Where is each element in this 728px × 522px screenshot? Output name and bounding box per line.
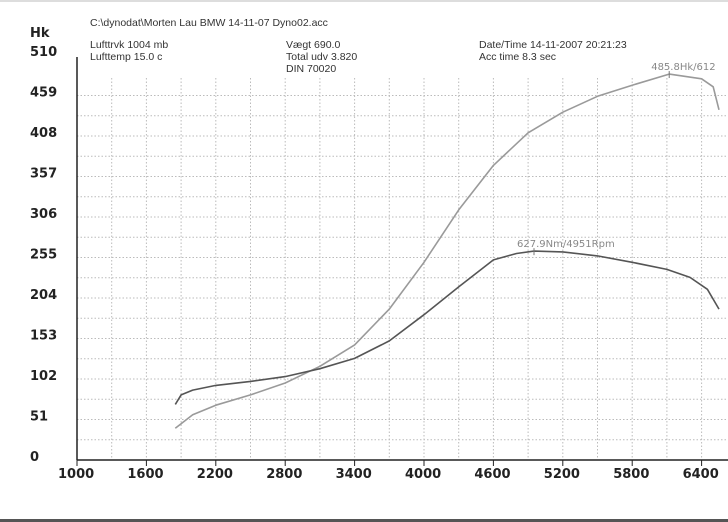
x-tick-label: 5800 xyxy=(613,467,649,482)
power-peak-label: 485.8Hk/612 xyxy=(651,62,715,73)
x-tick-label: 5200 xyxy=(544,467,580,482)
x-tick-label: 3400 xyxy=(336,467,372,482)
y-tick-label: 306 xyxy=(30,207,57,222)
x-tick-label: 4000 xyxy=(405,467,441,482)
x-tick-label: 1000 xyxy=(58,467,94,482)
date-time: Date/Time 14-11-2007 20:21:23 xyxy=(479,39,627,51)
y-tick-label: 255 xyxy=(30,248,57,263)
y-tick-label: 408 xyxy=(30,126,57,141)
x-tick-label: 4600 xyxy=(474,467,510,482)
power-curve xyxy=(174,73,720,429)
y-tick-label: 204 xyxy=(30,288,57,303)
air-temp: Lufttemp 15.0 c xyxy=(90,51,163,63)
x-tick-label: 2800 xyxy=(266,467,302,482)
x-tick-label: 2200 xyxy=(197,467,233,482)
y-tick-label: 459 xyxy=(30,86,57,101)
acc-time: Acc time 8.3 sec xyxy=(479,51,557,63)
y-axis-label: Hk xyxy=(30,26,50,41)
scan-edge-bottom xyxy=(0,519,728,522)
y-tick-label: 510 xyxy=(30,45,57,60)
y-tick-label: 51 xyxy=(30,410,48,425)
y-tick-label: 357 xyxy=(30,167,57,182)
torque-curve xyxy=(174,250,720,405)
y-tick-label: 0 xyxy=(30,450,39,465)
weight: Vægt 690.0 xyxy=(286,39,341,51)
x-tick-label: 1600 xyxy=(127,467,163,482)
air-pressure: Lufttrvk 1004 mb xyxy=(90,39,169,51)
x-tick-label: 6400 xyxy=(683,467,719,482)
file-path: C:\dynodat\Morten Lau BMW 14-11-07 Dyno0… xyxy=(90,17,328,29)
torque-peak-label: 627.9Nm/4951Rpm xyxy=(517,239,615,250)
din-standard: DIN 70020 xyxy=(286,63,337,75)
y-tick-label: 153 xyxy=(30,329,57,344)
scan-edge-top xyxy=(0,0,728,2)
total-ratio: Total udv 3.820 xyxy=(286,51,358,63)
y-tick-label: 102 xyxy=(30,369,57,384)
